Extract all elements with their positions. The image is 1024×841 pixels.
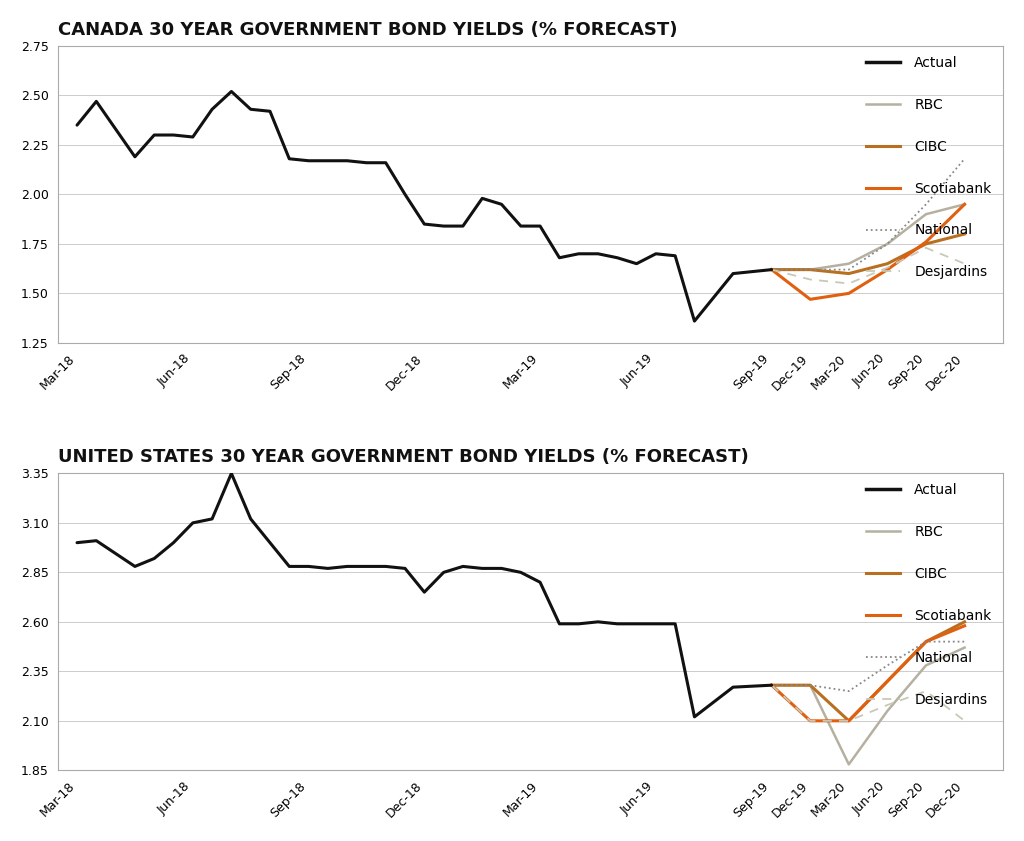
Text: UNITED STATES 30 YEAR GOVERNMENT BOND YIELDS (% FORECAST): UNITED STATES 30 YEAR GOVERNMENT BOND YI… [57, 448, 749, 466]
Legend: Actual, , RBC, , CIBC, , Scotiabank, , National, , Desjardins: Actual, , RBC, , CIBC, , Scotiabank, , N… [865, 56, 991, 279]
Legend: Actual, , RBC, , CIBC, , Scotiabank, , National, , Desjardins: Actual, , RBC, , CIBC, , Scotiabank, , N… [865, 484, 991, 706]
Text: CANADA 30 YEAR GOVERNMENT BOND YIELDS (% FORECAST): CANADA 30 YEAR GOVERNMENT BOND YIELDS (%… [57, 21, 677, 39]
